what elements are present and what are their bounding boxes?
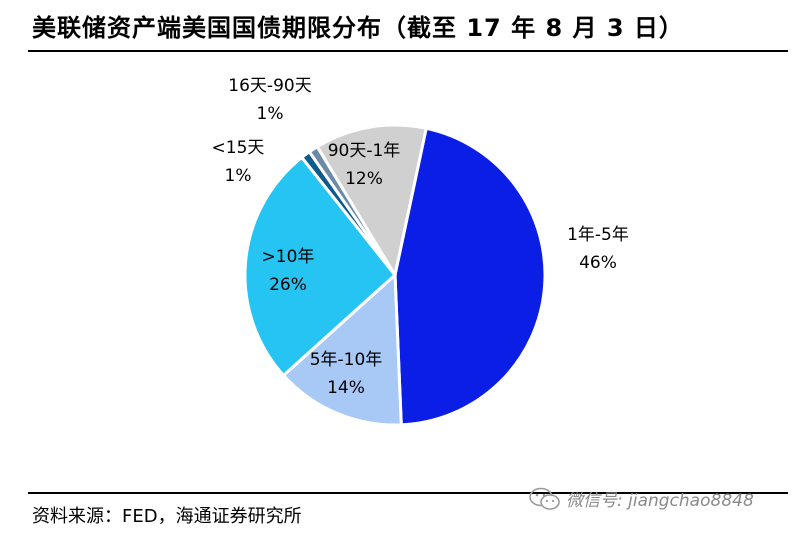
slice-label: >10年 bbox=[262, 247, 315, 267]
slice-value-label: 1% bbox=[225, 166, 252, 186]
footer-divider bbox=[28, 492, 788, 494]
slice-value-label: 1% bbox=[257, 104, 284, 124]
slice-value-label: 14% bbox=[327, 378, 365, 398]
slice-label: <15天 bbox=[212, 138, 265, 158]
slice-label: 5年-10年 bbox=[310, 350, 383, 370]
pie-slice bbox=[393, 126, 547, 427]
pie-slice bbox=[281, 271, 403, 427]
slice-value-label: 26% bbox=[269, 275, 307, 295]
wechat-watermark: 微信号: jiangchao8848 bbox=[528, 486, 754, 511]
title-divider bbox=[28, 50, 788, 52]
slice-value-label: 46% bbox=[579, 253, 617, 273]
wechat-icon bbox=[529, 487, 560, 510]
watermark-text: 微信号: jiangchao8848 bbox=[566, 491, 754, 511]
slice-label: 1年-5年 bbox=[567, 225, 629, 245]
slice-label: 16天-90天 bbox=[228, 76, 311, 96]
slice-value-label: 12% bbox=[345, 169, 383, 189]
pie-slice bbox=[315, 123, 428, 280]
chart-title: 美联储资产端美国国债期限分布（截至 17 年 8 月 3 日） bbox=[32, 14, 684, 42]
slice-label: 90天-1年 bbox=[328, 141, 401, 161]
source-note: 资料来源：FED，海通证券研究所 bbox=[32, 506, 302, 527]
pie-slice bbox=[243, 155, 398, 378]
